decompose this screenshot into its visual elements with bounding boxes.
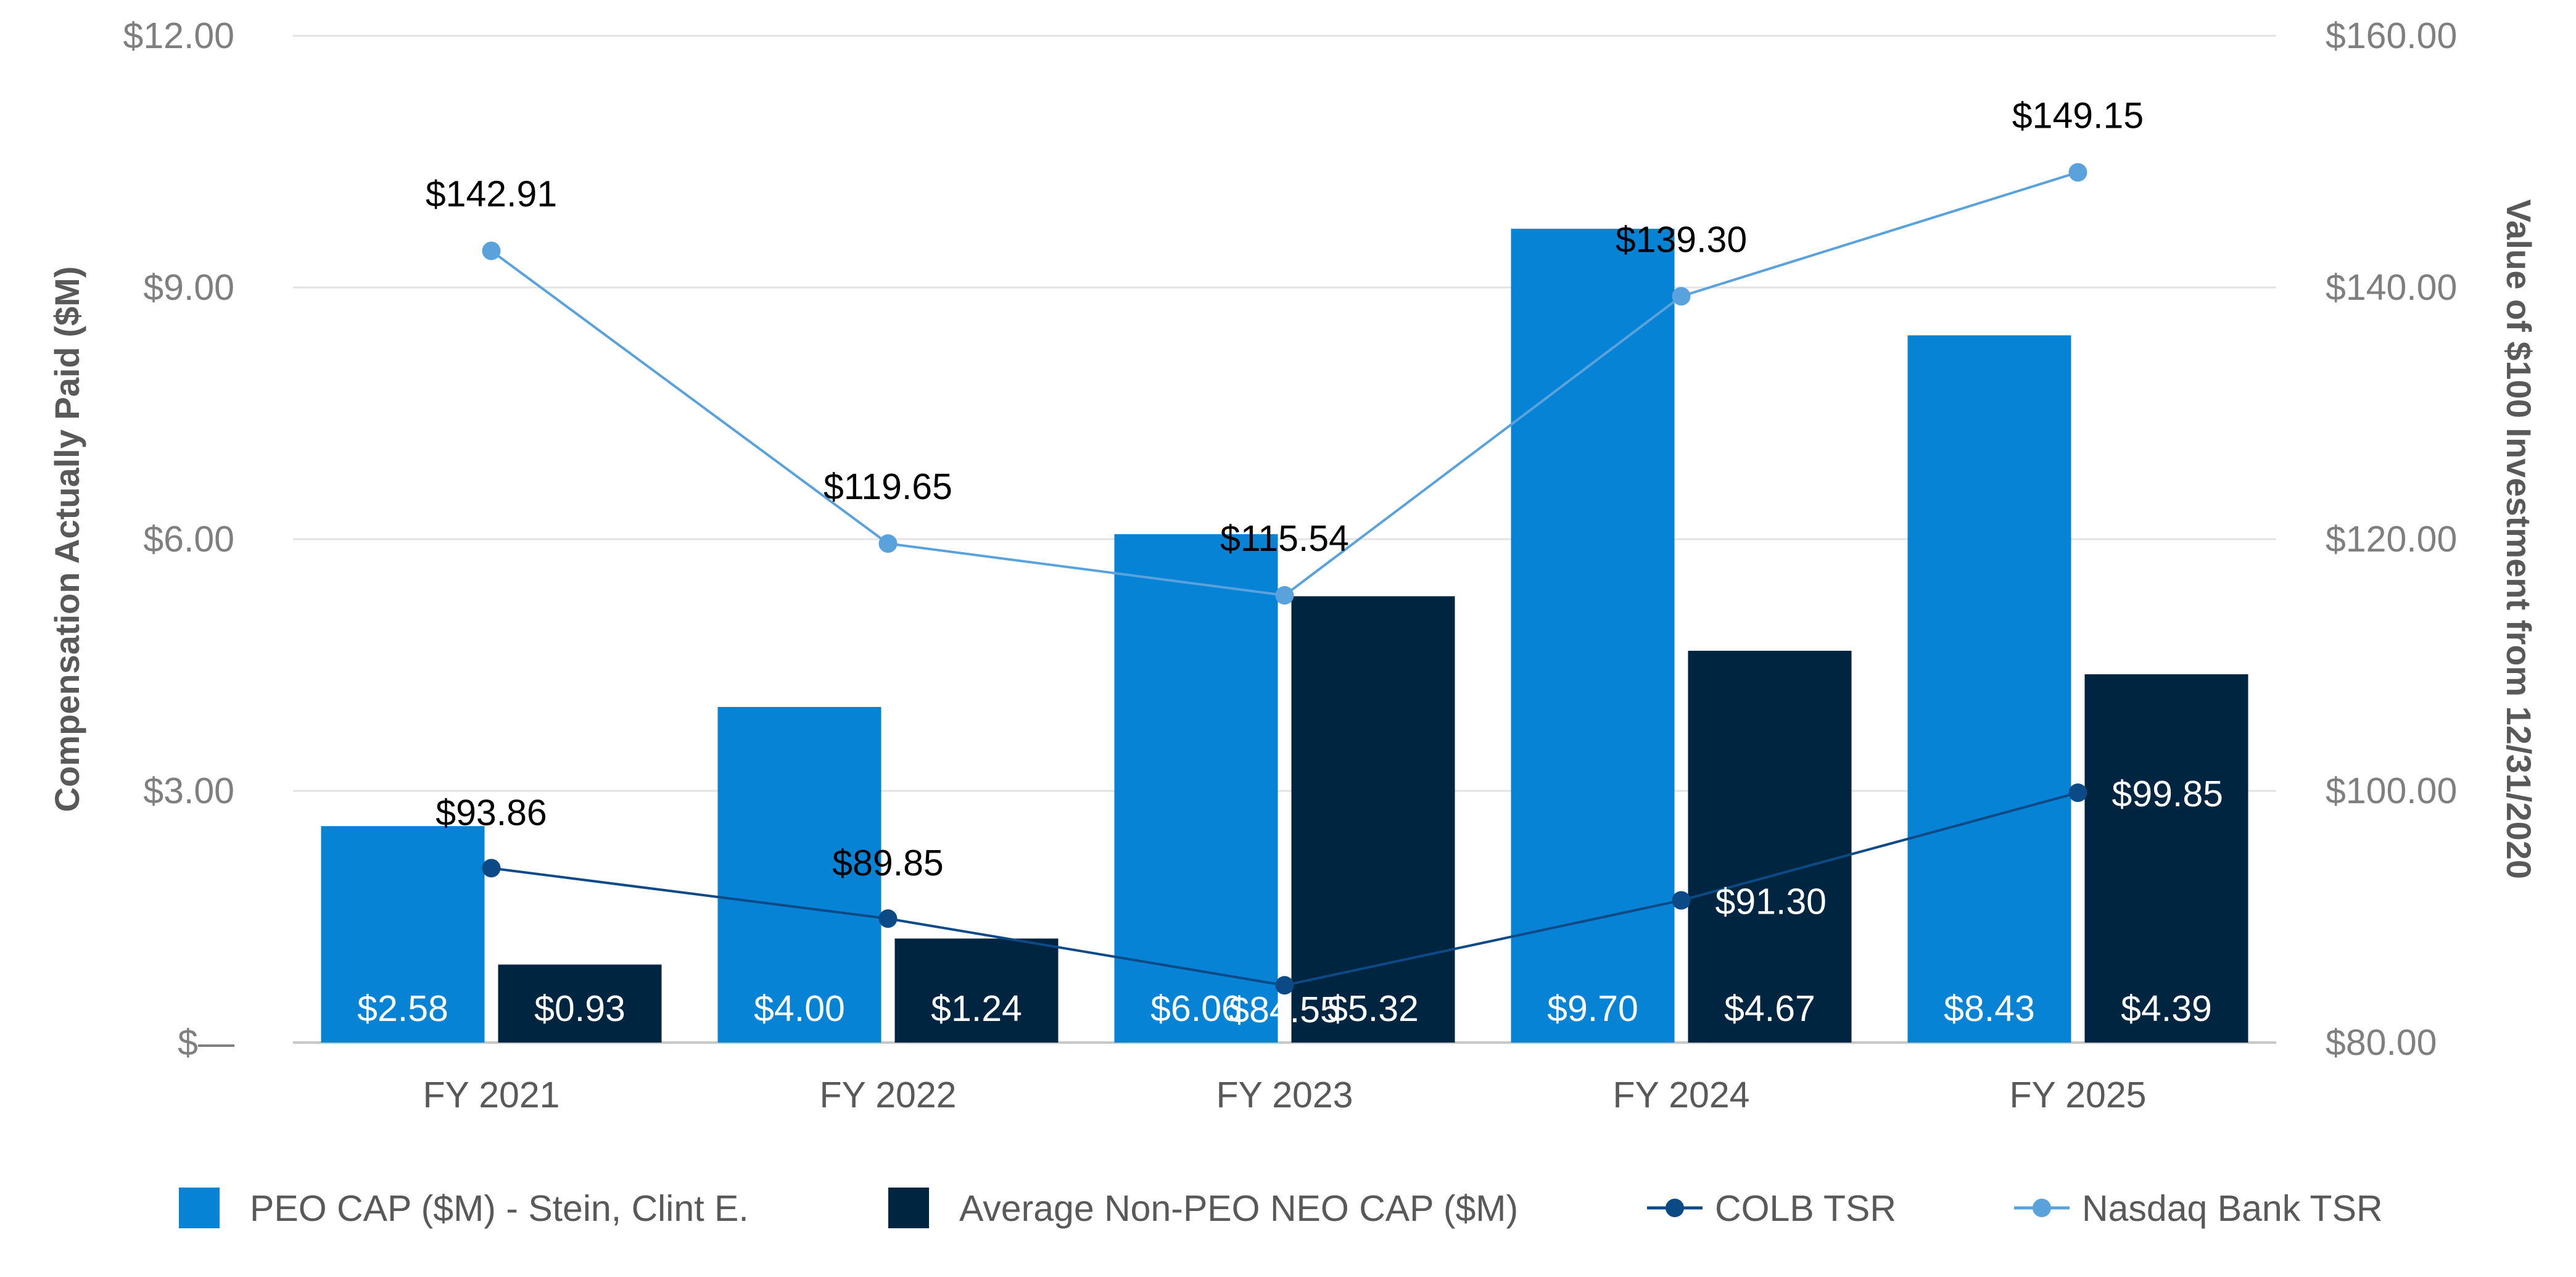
- left-tick-label: $9.00: [143, 267, 234, 308]
- bar: [1291, 596, 1455, 1043]
- bar-value-label: $9.70: [1547, 988, 1638, 1029]
- right-tick-label: $100.00: [2326, 771, 2457, 811]
- left-tick-label: $—: [178, 1022, 234, 1063]
- line-point: [878, 534, 898, 553]
- right-axis-title: Value of $100 Investment from 12/31/2020: [2500, 199, 2538, 879]
- bar: [498, 964, 662, 1043]
- category-label: FY 2021: [423, 1075, 560, 1115]
- line-value-label: $89.85: [832, 843, 943, 883]
- legend-marker: [1666, 1199, 1684, 1217]
- line-value-label: $93.86: [436, 792, 547, 833]
- right-tick-label: $120.00: [2326, 519, 2457, 560]
- line-point: [482, 859, 501, 878]
- left-tick-label: $12.00: [123, 15, 234, 56]
- legend-marker: [2033, 1199, 2051, 1217]
- line-value-label: $99.85: [2112, 774, 2223, 814]
- legend: PEO CAP ($M) - Stein, Clint E. Average No…: [179, 1188, 2383, 1229]
- bar-value-label: $6.06: [1150, 988, 1242, 1029]
- line-value-label: $119.65: [824, 466, 952, 507]
- bar: [2084, 674, 2248, 1043]
- bar: [1688, 650, 1852, 1043]
- category-label: FY 2024: [1613, 1075, 1750, 1115]
- bar-value-label: $4.39: [2121, 988, 2212, 1029]
- legend-label: Average Non-PEO NEO CAP ($M): [959, 1188, 1518, 1229]
- line-point: [1672, 287, 1691, 306]
- category-label: FY 2023: [1216, 1075, 1353, 1115]
- category-label: FY 2025: [2010, 1075, 2147, 1115]
- axes: $— $3.00 $6.00 $9.00 $12.00 $80.00 $100.00 $120…: [47, 15, 2538, 1115]
- legend-label: Nasdaq Bank TSR: [2082, 1188, 2383, 1229]
- left-tick-label: $3.00: [143, 771, 234, 811]
- line-value-label: $115.54: [1220, 518, 1349, 559]
- bar: [717, 707, 881, 1043]
- line-point: [1672, 891, 1691, 910]
- bar-value-label: $8.43: [1944, 988, 2035, 1029]
- left-axis-title: Compensation Actually Paid ($M): [47, 267, 86, 812]
- bar-value-label: $5.32: [1327, 988, 1419, 1029]
- legend-swatch: [179, 1188, 220, 1228]
- bar: [894, 938, 1059, 1043]
- bar-value-label: $0.93: [534, 988, 625, 1029]
- bar-value-label: $1.24: [931, 988, 1022, 1029]
- category-label: FY 2022: [820, 1075, 957, 1115]
- line-value-label: $142.91: [426, 174, 557, 215]
- line-point: [878, 909, 898, 928]
- line-value-label: $91.30: [1715, 881, 1827, 922]
- right-tick-label: $140.00: [2326, 267, 2457, 308]
- bar-value-label: $4.00: [754, 988, 845, 1029]
- right-tick-label: $80.00: [2326, 1022, 2437, 1063]
- bar-value-label: $2.58: [357, 988, 448, 1029]
- lines: [482, 163, 2087, 995]
- line-point: [1275, 585, 1294, 605]
- data-labels: $2.58 $4.00 $6.06 $9.70 $8.43 $0.93 $1.24 $5.32…: [357, 95, 2223, 1030]
- left-tick-label: $6.00: [143, 519, 234, 560]
- line-point: [482, 241, 501, 260]
- legend-label: PEO CAP ($M) - Stein, Clint E.: [250, 1188, 749, 1229]
- bar: [321, 826, 485, 1043]
- legend-label: COLB TSR: [1715, 1188, 1896, 1229]
- legend-swatch: [888, 1188, 929, 1228]
- right-tick-label: $160.00: [2326, 15, 2457, 56]
- bar: [1907, 335, 2071, 1043]
- line-value-label: $139.30: [1616, 219, 1747, 260]
- line-point: [2068, 163, 2087, 182]
- line-value-label: $84.55: [1229, 990, 1340, 1030]
- line-point: [1275, 976, 1294, 995]
- line-value-label: $149.15: [2012, 95, 2144, 136]
- bar: [1114, 534, 1278, 1043]
- bars: [321, 228, 2248, 1043]
- bar-value-label: $4.67: [1724, 988, 1815, 1029]
- line-point: [2068, 783, 2087, 803]
